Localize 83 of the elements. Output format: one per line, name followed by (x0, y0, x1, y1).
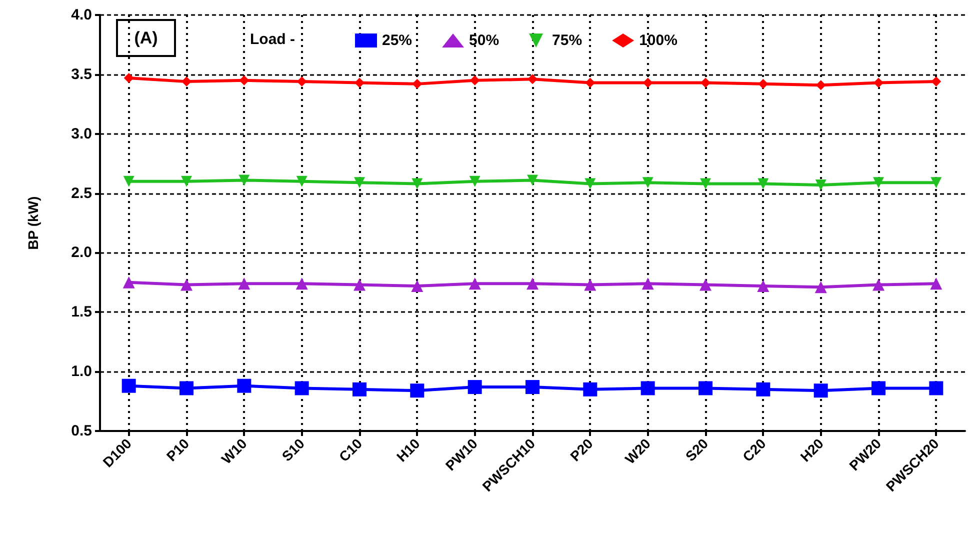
point (872, 278, 884, 291)
point (700, 178, 711, 190)
point (410, 384, 424, 398)
y-tick-label: 2.5 (71, 184, 92, 202)
point (930, 177, 942, 188)
point (354, 177, 365, 188)
point (411, 280, 424, 292)
point (700, 278, 712, 291)
point (698, 381, 712, 396)
y-tick-label: 3.0 (71, 125, 92, 142)
point (930, 278, 942, 290)
point (122, 378, 136, 393)
point (814, 384, 828, 398)
legend-label: 100% (639, 32, 678, 49)
point (700, 78, 710, 88)
point (815, 179, 826, 190)
point (757, 280, 770, 292)
point (816, 80, 826, 90)
point (238, 278, 250, 290)
point (239, 75, 250, 86)
legend-label: 50% (469, 32, 500, 49)
legend-label: 75% (552, 32, 582, 49)
point (296, 76, 307, 87)
y-tick-label: 3.5 (71, 66, 92, 83)
point (642, 78, 653, 88)
legend-title: Load - (250, 31, 295, 48)
point (584, 278, 596, 291)
point (756, 382, 770, 396)
point (583, 382, 598, 396)
x-tick-label: C10 (336, 435, 366, 465)
point (758, 78, 768, 89)
y-tick-label: 4.0 (71, 6, 92, 24)
point (237, 378, 252, 393)
point (124, 72, 134, 83)
point (526, 278, 538, 290)
point (470, 75, 480, 86)
x-tick-label: H20 (797, 435, 827, 465)
point (468, 278, 481, 290)
y-tick-label: 0.5 (71, 422, 92, 440)
point (123, 176, 134, 187)
point (929, 381, 944, 396)
point (181, 176, 192, 187)
annotation: (A) (134, 28, 158, 48)
x-tick-label: P10 (163, 435, 192, 464)
point (526, 380, 540, 394)
point (180, 381, 194, 396)
point (874, 78, 884, 88)
y-tick-label: 1.0 (71, 363, 92, 380)
x-tick-label: H10 (393, 435, 423, 465)
point (412, 178, 423, 190)
point (528, 74, 538, 84)
point (468, 380, 482, 394)
point (872, 381, 886, 396)
point (296, 278, 308, 290)
point (873, 177, 884, 188)
point (122, 276, 135, 288)
point (352, 382, 366, 396)
legend-label: 25% (382, 32, 412, 49)
point (585, 78, 596, 88)
point (354, 278, 366, 291)
point (294, 381, 309, 396)
point (412, 78, 422, 89)
point (642, 177, 654, 188)
point (584, 178, 596, 190)
y-tick-label: 2.0 (71, 244, 92, 262)
y-tick-label: 1.5 (71, 304, 92, 321)
y-axis-title: BP (kW) (25, 196, 41, 250)
point (814, 281, 827, 294)
x-tick-label: S10 (278, 435, 308, 464)
point (238, 174, 250, 186)
point (931, 76, 942, 87)
point (640, 381, 655, 396)
x-tick-label: C20 (739, 435, 769, 465)
point (296, 176, 308, 187)
x-tick-label: P20 (566, 435, 596, 464)
point (182, 76, 192, 87)
point (758, 178, 769, 190)
point (527, 174, 538, 186)
x-tick-label: S20 (682, 435, 712, 464)
point (469, 176, 480, 187)
point (354, 78, 364, 88)
point (642, 278, 654, 290)
point (180, 278, 192, 291)
